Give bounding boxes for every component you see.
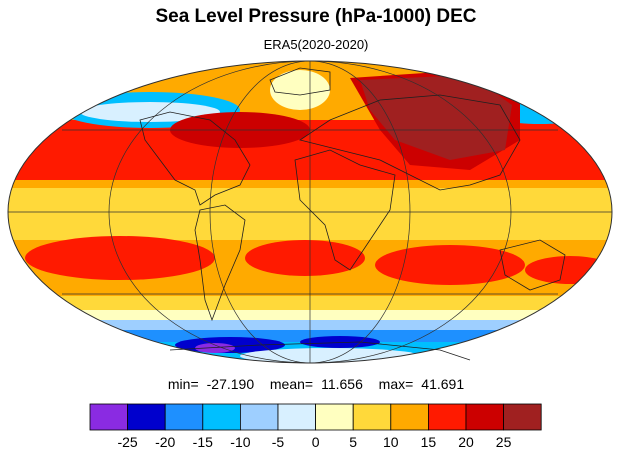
colorbar-ticks: -25 -20 -15 -10 -5 0 5 10 15 20 25 bbox=[117, 434, 511, 450]
colorbar-tick-label: 20 bbox=[458, 434, 474, 450]
colorbar-tick-label: -25 bbox=[117, 434, 137, 450]
coastlines bbox=[139, 67, 566, 361]
colorbar-box-5 bbox=[277, 403, 316, 431]
colorbar-box-6 bbox=[315, 403, 354, 431]
colorbar-box-9 bbox=[427, 403, 467, 431]
field-high-indian bbox=[375, 245, 525, 285]
field-low-antarctic-2 bbox=[300, 336, 380, 348]
coast-south-america bbox=[194, 204, 246, 322]
map-subtitle: ERA5(2020-2020) bbox=[263, 37, 369, 52]
field-high-siberia bbox=[360, 75, 512, 160]
min-label: min= bbox=[167, 376, 199, 392]
field-high-south-pacific bbox=[25, 236, 215, 280]
colorbar-tick-label: 5 bbox=[349, 434, 357, 450]
field-low-aleutian-core bbox=[80, 102, 220, 122]
colorbar-tick-label: -15 bbox=[193, 434, 213, 450]
colorbar-box-1 bbox=[127, 403, 166, 431]
colorbar-tick-label: 0 bbox=[312, 434, 320, 450]
coast-africa bbox=[294, 149, 396, 271]
statistics-line: min= -27.190 mean= 11.656 max= 41.691 bbox=[0, 376, 632, 392]
field-low-iceland bbox=[270, 70, 330, 110]
colorbar-box-7 bbox=[352, 403, 392, 431]
colorbar-tick-label: -20 bbox=[155, 434, 175, 450]
colorbar-box-10 bbox=[465, 403, 504, 431]
mean-label: mean= bbox=[269, 376, 314, 392]
colorbar-box-0 bbox=[89, 403, 128, 431]
colorbar-box-3 bbox=[202, 403, 241, 431]
coast-eurasia bbox=[299, 94, 521, 191]
coast-antarctica bbox=[169, 341, 471, 361]
colorbar-box-11 bbox=[503, 403, 542, 431]
coast-greenland bbox=[269, 67, 331, 96]
coast-north-america bbox=[139, 111, 251, 206]
max-value: 41.691 bbox=[421, 376, 465, 392]
min-value: -27.190 bbox=[206, 376, 255, 392]
colorbar-tick-label: -5 bbox=[272, 434, 285, 450]
map-title: Sea Level Pressure (hPa-1000) DEC bbox=[155, 6, 477, 27]
graticule bbox=[7, 60, 613, 364]
mean-value: 11.656 bbox=[321, 376, 363, 392]
colorbar-tick-label: -10 bbox=[230, 434, 250, 450]
field-high-south-atlantic bbox=[245, 240, 365, 276]
colorbar-tick-label: 10 bbox=[383, 434, 399, 450]
colorbar-box-2 bbox=[164, 403, 204, 431]
max-label: max= bbox=[378, 376, 414, 392]
colorbar-tick-label: 15 bbox=[421, 434, 437, 450]
coast-australia bbox=[499, 239, 566, 291]
colorbar-boxes bbox=[89, 403, 542, 431]
colorbar-tick-label: 25 bbox=[496, 434, 512, 450]
colorbar-box-8 bbox=[390, 403, 429, 431]
colorbar-box-4 bbox=[239, 403, 279, 431]
field-low-antarctic-core bbox=[195, 343, 235, 353]
